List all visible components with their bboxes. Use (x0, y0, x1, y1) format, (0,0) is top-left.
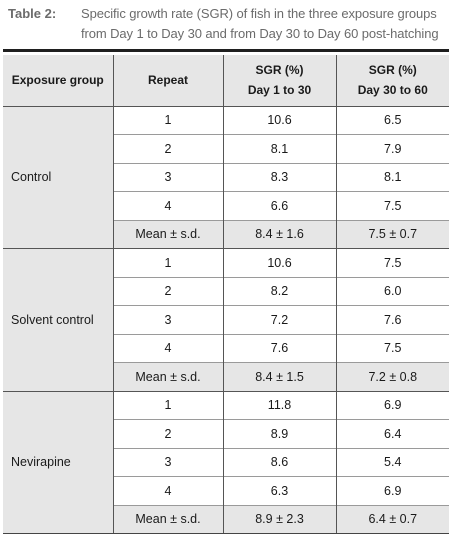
sgr-day1-30-cell: 8.6 (222, 447, 336, 477)
sgr-table: Exposure group Repeat SGR (%) Day 1 to 3… (3, 52, 449, 534)
sgr-day1-30-cell: 10.6 (222, 248, 336, 277)
sgr-day1-30-cell: 7.6 (222, 333, 336, 363)
header-sgr-day30-60: SGR (%) Day 30 to 60 (335, 55, 449, 106)
caption-line-2: from Day 1 to Day 30 and from Day 30 to … (81, 26, 439, 41)
sgr-day1-30-cell: 8.1 (222, 134, 336, 163)
repeat-cell: 4 (112, 191, 223, 220)
sgr-day1-30-cell: 8.3 (222, 162, 336, 192)
header-sgr2-line1: SGR (%) (368, 63, 417, 78)
repeat-cell: 2 (112, 134, 223, 163)
table-row: 2 8.9 6.4 (3, 419, 449, 448)
table-row: Mean ± s.d. 8.9 ± 2.3 6.4 ± 0.7 (3, 504, 449, 534)
sgr-day1-30-cell: 8.4 ± 1.5 (222, 362, 336, 391)
repeat-cell: 1 (112, 248, 223, 277)
table-row: Control 1 10.6 6.5 (3, 105, 449, 249)
header-sgr1-line1: SGR (%) (255, 63, 304, 78)
repeat-cell: 3 (112, 162, 223, 192)
repeat-cell: 3 (112, 305, 223, 334)
sgr-day30-60-cell: 8.1 (335, 162, 449, 192)
repeat-cell: 2 (112, 276, 223, 306)
sgr-day30-60-cell: 7.6 (335, 305, 449, 334)
table-row: 4 7.6 7.5 (3, 333, 449, 363)
repeat-cell: Mean ± s.d. (112, 362, 223, 391)
exposure-group-cell: Nevirapine (3, 390, 113, 534)
header-repeat: Repeat (112, 55, 223, 106)
sgr-day30-60-cell: 7.5 (335, 248, 449, 277)
table-row: Mean ± s.d. 8.4 ± 1.6 7.5 ± 0.7 (3, 219, 449, 249)
exposure-group-cell: Solvent control (3, 248, 113, 391)
header-row: Exposure group Repeat SGR (%) Day 1 to 3… (3, 55, 449, 106)
caption-line-1: Specific growth rate (SGR) of fish in th… (81, 6, 437, 21)
sgr-day30-60-cell: 7.5 ± 0.7 (335, 219, 449, 249)
sgr-day30-60-cell: 6.9 (335, 476, 449, 505)
sgr-day30-60-cell: 5.4 (335, 447, 449, 477)
repeat-cell: 1 (112, 390, 223, 420)
sgr-day1-30-cell: 8.4 ± 1.6 (222, 219, 336, 249)
table-row: Mean ± s.d. 8.4 ± 1.5 7.2 ± 0.8 (3, 362, 449, 391)
caption-label: Table 2: (8, 6, 57, 21)
repeat-cell: 1 (112, 105, 223, 135)
table-row: 3 8.3 8.1 (3, 162, 449, 192)
header-sgr-day1-30: SGR (%) Day 1 to 30 (222, 55, 336, 106)
table-row: Solvent control 1 10.6 7.5 (3, 248, 449, 391)
repeat-cell: 4 (112, 476, 223, 505)
repeat-cell: 3 (112, 447, 223, 477)
sgr-day30-60-cell: 6.4 ± 0.7 (335, 504, 449, 534)
repeat-cell: Mean ± s.d. (112, 504, 223, 534)
sgr-day1-30-cell: 6.6 (222, 191, 336, 220)
sgr-day1-30-cell: 6.3 (222, 476, 336, 505)
table-row: 2 8.1 7.9 (3, 134, 449, 163)
table-row: 4 6.3 6.9 (3, 476, 449, 505)
sgr-day1-30-cell: 7.2 (222, 305, 336, 334)
table-row: 3 8.6 5.4 (3, 447, 449, 477)
sgr-day30-60-cell: 6.0 (335, 276, 449, 306)
header-sgr2-line2: Day 30 to 60 (357, 83, 428, 98)
sgr-day1-30-cell: 8.9 ± 2.3 (222, 504, 336, 534)
top-rule (3, 49, 449, 52)
sgr-day1-30-cell: 11.8 (222, 390, 336, 420)
table-row: 4 6.6 7.5 (3, 191, 449, 220)
header-sgr1-line2: Day 1 to 30 (247, 83, 312, 98)
table-row: 3 7.2 7.6 (3, 305, 449, 334)
table-row: Nevirapine 1 11.8 6.9 (3, 390, 449, 534)
sgr-day30-60-cell: 6.5 (335, 105, 449, 135)
exposure-group-cell: Control (3, 105, 113, 249)
table-caption: Table 2: Specific growth rate (SGR) of f… (8, 6, 448, 46)
table-row: 2 8.2 6.0 (3, 276, 449, 306)
sgr-day1-30-cell: 8.2 (222, 276, 336, 306)
sgr-day30-60-cell: 7.5 (335, 333, 449, 363)
repeat-cell: Mean ± s.d. (112, 219, 223, 249)
table-body: Control 1 10.6 6.5 2 8.1 7.9 3 8.3 8.1 4 6.6 7.5 Mean… (3, 105, 449, 534)
sgr-day30-60-cell: 7.5 (335, 191, 449, 220)
sgr-day1-30-cell: 8.9 (222, 419, 336, 448)
sgr-day1-30-cell: 10.6 (222, 105, 336, 135)
sgr-day30-60-cell: 6.9 (335, 390, 449, 420)
repeat-cell: 2 (112, 419, 223, 448)
header-exposure-group: Exposure group (11, 73, 104, 88)
sgr-day30-60-cell: 7.2 ± 0.8 (335, 362, 449, 391)
repeat-cell: 4 (112, 333, 223, 363)
sgr-day30-60-cell: 6.4 (335, 419, 449, 448)
sgr-day30-60-cell: 7.9 (335, 134, 449, 163)
